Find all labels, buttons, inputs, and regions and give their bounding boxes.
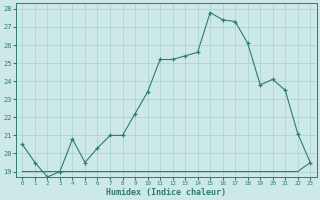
- X-axis label: Humidex (Indice chaleur): Humidex (Indice chaleur): [106, 188, 226, 197]
